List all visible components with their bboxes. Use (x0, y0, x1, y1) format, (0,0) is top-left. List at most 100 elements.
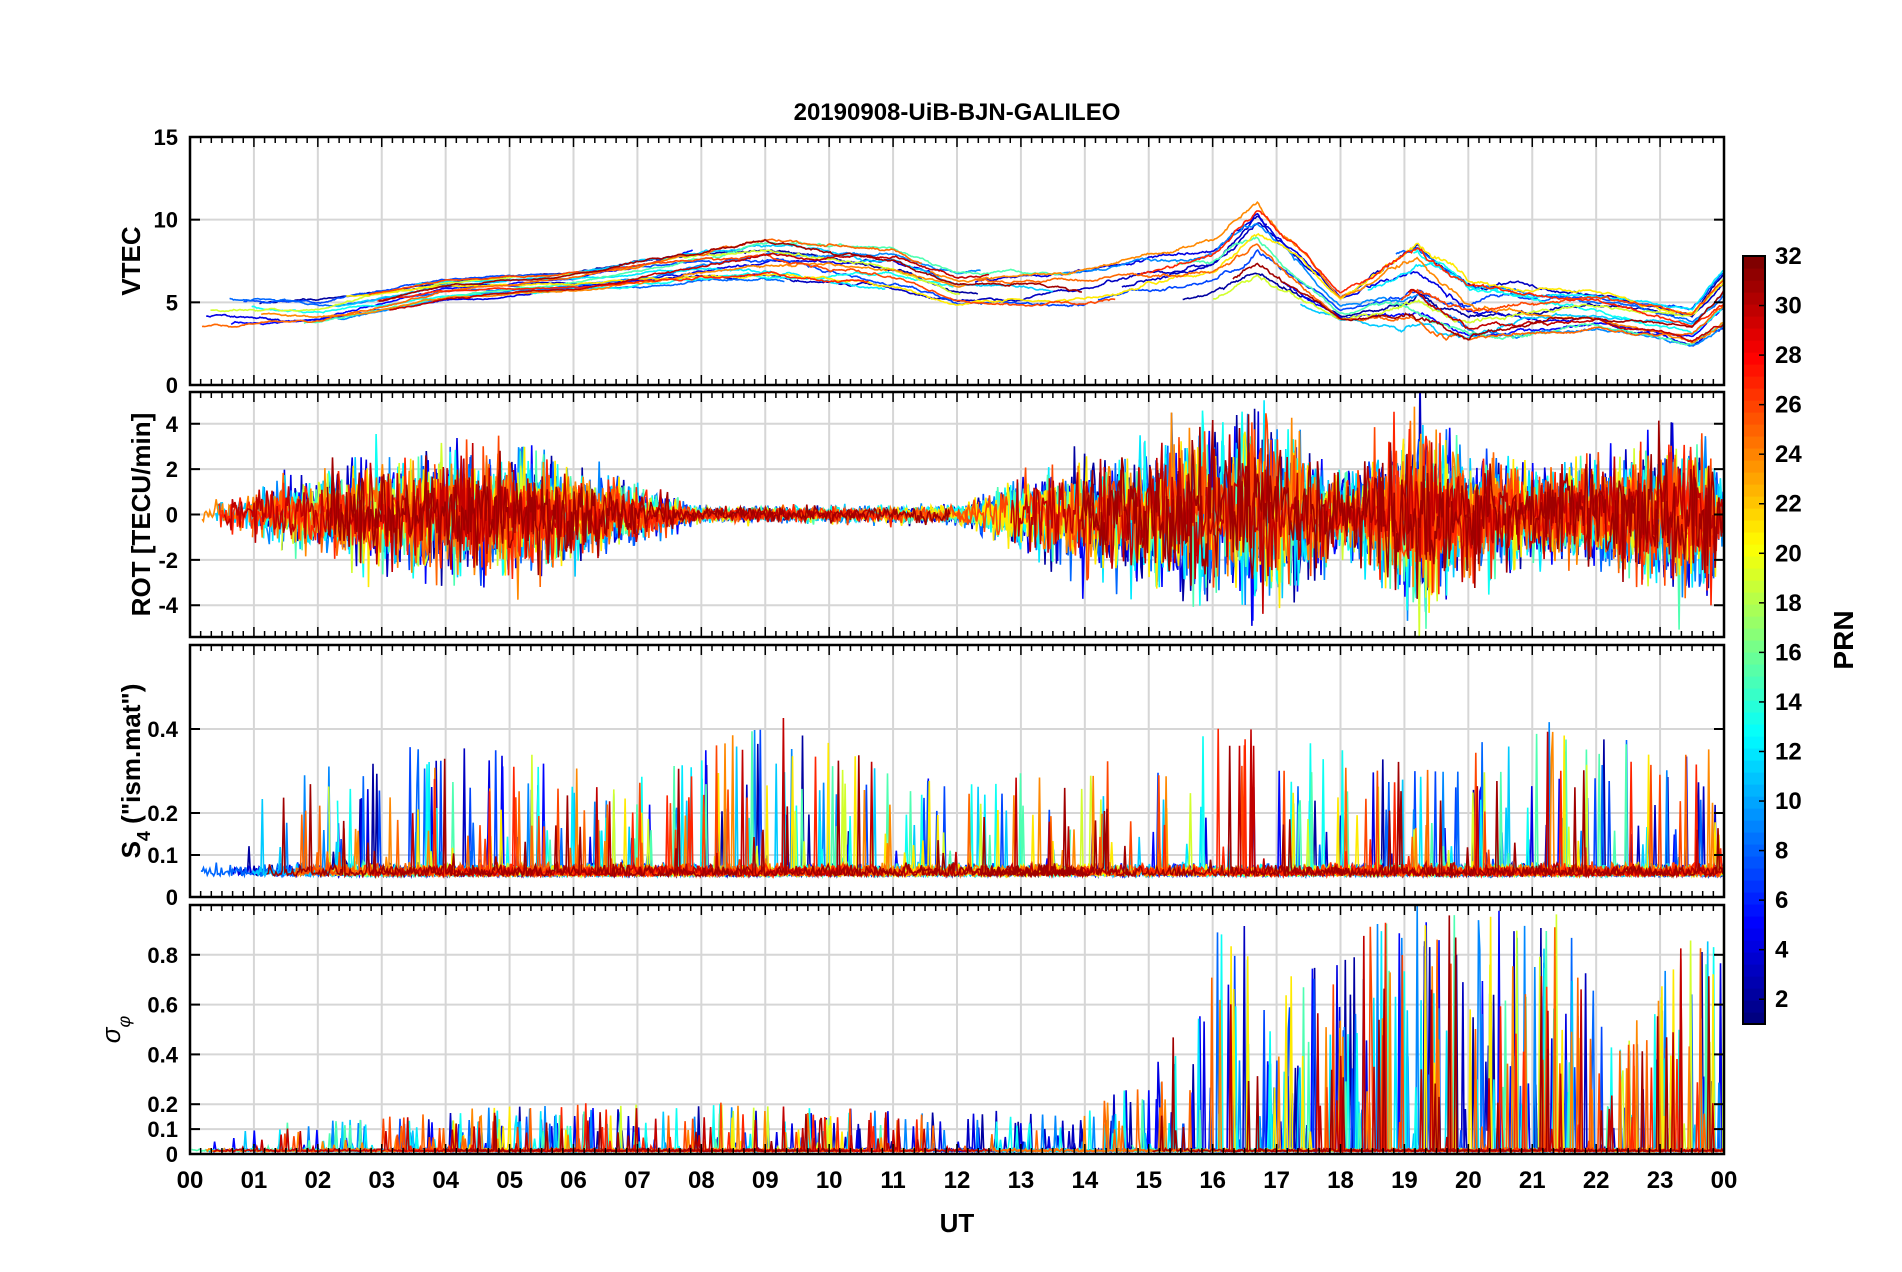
colorbar-segment (1743, 592, 1765, 605)
vtec-y-axis-label: VTEC (116, 226, 146, 296)
y-tick-label: 0.1 (147, 843, 178, 868)
series-line-prn-5 (230, 249, 694, 326)
x-tick-label: 20 (1455, 1167, 1482, 1194)
colorbar-segment (1743, 532, 1765, 545)
panel-s4: 0 0.1 0.2 0.4S4 ("ism.mat") (116, 643, 1726, 910)
x-tick-label: 06 (560, 1167, 587, 1194)
y-tick-label: -2 (158, 548, 178, 573)
y-tick-label: 0 (166, 885, 178, 910)
y-tick-label: 0 (166, 1142, 178, 1167)
colorbar-tick-label: 28 (1775, 342, 1802, 369)
colorbar-segment (1743, 280, 1765, 293)
y-tick-label: 2 (166, 457, 178, 482)
colorbar-segment (1743, 868, 1765, 881)
colorbar-segment (1743, 940, 1765, 953)
series-line-prn-31 (266, 755, 1094, 879)
colorbar-segment (1743, 700, 1765, 713)
series-line-prn-26 (368, 253, 1116, 307)
x-tick-label: 18 (1327, 1167, 1354, 1194)
series-line-prn-21 (975, 233, 1724, 315)
colorbar-tick-label: 20 (1775, 540, 1802, 567)
rot-y-axis-label: ROT [TECU/min] (126, 413, 156, 617)
colorbar-segment (1743, 712, 1765, 725)
colorbar-tick-label: 12 (1775, 738, 1802, 765)
colorbar-segment (1743, 364, 1765, 377)
colorbar-segment (1743, 268, 1765, 281)
series-line-prn-30 (223, 442, 868, 573)
colorbar-segment (1743, 520, 1765, 533)
panel-sigma_phi: 00.10.2 0.4 0.6 0.8 σφ 00 01 02 03 04 05 06 07 08 09 10… (96, 903, 1738, 1194)
x-tick-label: 23 (1647, 1167, 1674, 1194)
x-tick-label: 13 (1008, 1167, 1035, 1194)
colorbar-segment (1743, 724, 1765, 737)
colorbar-segment (1743, 496, 1765, 509)
colorbar-tick-label: 6 (1775, 887, 1788, 914)
colorbar-label: PRN (1828, 610, 1859, 669)
colorbar-segment (1743, 340, 1765, 353)
s4-y-axis-label: S4 ("ism.mat") (116, 684, 154, 859)
colorbar-segment (1743, 580, 1765, 593)
colorbar-segment (1743, 772, 1765, 785)
colorbar-segment (1743, 412, 1765, 425)
colorbar-tick-label: 2 (1775, 986, 1788, 1013)
x-tick-label: 17 (1263, 1167, 1290, 1194)
colorbar-segment (1743, 844, 1765, 857)
colorbar-segment (1743, 784, 1765, 797)
series-line-prn-31 (1232, 262, 1724, 341)
series-line-prn-7 (243, 257, 1087, 308)
series-line-prn-27 (1140, 210, 1724, 327)
colorbar-segment (1743, 436, 1765, 449)
chart-title: 20190908-UiB-BJN-GALILEO (794, 99, 1121, 126)
colorbar-segment (1743, 256, 1765, 269)
colorbar-segment (1743, 448, 1765, 461)
colorbar-segment (1743, 1012, 1765, 1025)
colorbar-segment (1743, 688, 1765, 701)
colorbar-segment (1743, 676, 1765, 689)
y-tick-label: -4 (158, 593, 178, 618)
x-tick-label: 00 (1711, 1167, 1738, 1194)
series-line-prn-31 (1081, 414, 1724, 599)
colorbar-tick-label: 26 (1775, 392, 1802, 419)
x-tick-label: 19 (1391, 1167, 1418, 1194)
colorbar-segment (1743, 832, 1765, 845)
x-axis-label: UT (940, 1208, 975, 1238)
colorbar-segment (1743, 880, 1765, 893)
x-tick-label: 16 (1199, 1167, 1226, 1194)
colorbar-segment (1743, 568, 1765, 581)
y-tick-label: 0.1 (147, 1117, 178, 1142)
x-tick-label: 09 (752, 1167, 779, 1194)
series-line-prn-31 (981, 745, 1724, 879)
colorbar-tick-label: 16 (1775, 639, 1802, 666)
colorbar-segment (1743, 976, 1765, 989)
y-tick-label: 15 (154, 125, 178, 150)
series-line-prn-8 (1395, 246, 1724, 324)
colorbar-segment (1743, 304, 1765, 317)
x-tick-label: 02 (304, 1167, 331, 1194)
colorbar-segment (1743, 400, 1765, 413)
vtec-series-group (201, 200, 1724, 347)
colorbar-segment (1743, 616, 1765, 629)
colorbar-segment (1743, 388, 1765, 401)
x-tick-label: 12 (944, 1167, 971, 1194)
series-line-prn-24 (929, 200, 1724, 344)
colorbar-segment (1743, 664, 1765, 677)
series-line-prn-27 (377, 271, 869, 302)
x-tick-label: 22 (1583, 1167, 1610, 1194)
y-tick-label: 0 (166, 503, 178, 528)
colorbar-segment (1743, 748, 1765, 761)
colorbar-segment (1743, 472, 1765, 485)
colorbar-segment (1743, 316, 1765, 329)
y-tick-label: 10 (154, 208, 178, 233)
colorbar-segment (1743, 904, 1765, 917)
colorbar-tick-label: 22 (1775, 491, 1802, 518)
series-line-prn-15 (1176, 236, 1724, 346)
colorbar-tick-label: 8 (1775, 838, 1788, 865)
x-tick-label: 15 (1135, 1167, 1162, 1194)
series-line-prn-13 (251, 270, 954, 314)
series-line-prn-13 (1413, 248, 1724, 336)
colorbar-segment (1743, 460, 1765, 473)
colorbar-segment (1743, 760, 1765, 773)
series-line-prn-30 (389, 252, 990, 312)
sigma_phi-y-axis-label: σφ (96, 1016, 134, 1044)
